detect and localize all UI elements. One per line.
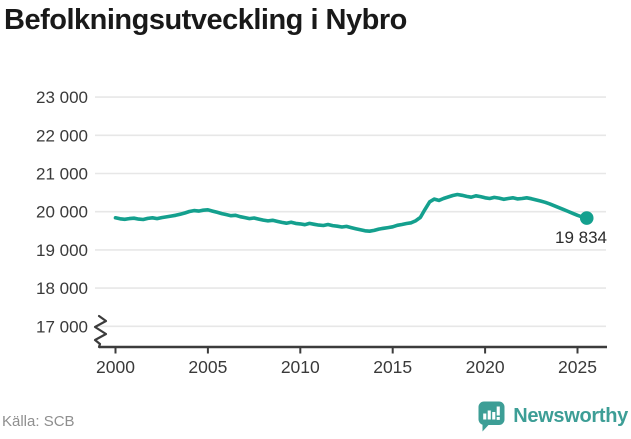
x-tick-label: 2015: [373, 357, 412, 377]
end-value-label: 19 834: [555, 228, 607, 247]
x-tick-label: 2020: [466, 357, 505, 377]
y-tick-label: 21 000: [36, 165, 88, 184]
x-tick-label: 2000: [96, 357, 135, 377]
bar-chart-speech-bubble-icon: [478, 401, 505, 432]
end-point-marker: [579, 211, 594, 225]
y-tick-label: 20 000: [36, 203, 88, 222]
source-label: Källa: SCB: [2, 413, 75, 430]
y-tick-label: 18 000: [36, 279, 88, 298]
brand-name: Newsworthy: [513, 404, 628, 427]
newsworthy-logo: Newsworthy: [477, 400, 628, 432]
population-series-line: [113, 192, 589, 233]
x-tick-label: 2005: [188, 357, 227, 377]
y-tick-label: 19 000: [36, 241, 88, 260]
x-tick-label: 2025: [558, 357, 597, 377]
y-tick-label: 23 000: [36, 88, 88, 107]
chart-title: Befolkningsutveckling i Nybro: [4, 4, 407, 36]
x-tick-label: 2010: [281, 357, 320, 377]
y-tick-label: 22 000: [36, 126, 88, 145]
axis-break-icon: [93, 314, 108, 349]
y-tick-label: 17 000: [36, 317, 88, 336]
